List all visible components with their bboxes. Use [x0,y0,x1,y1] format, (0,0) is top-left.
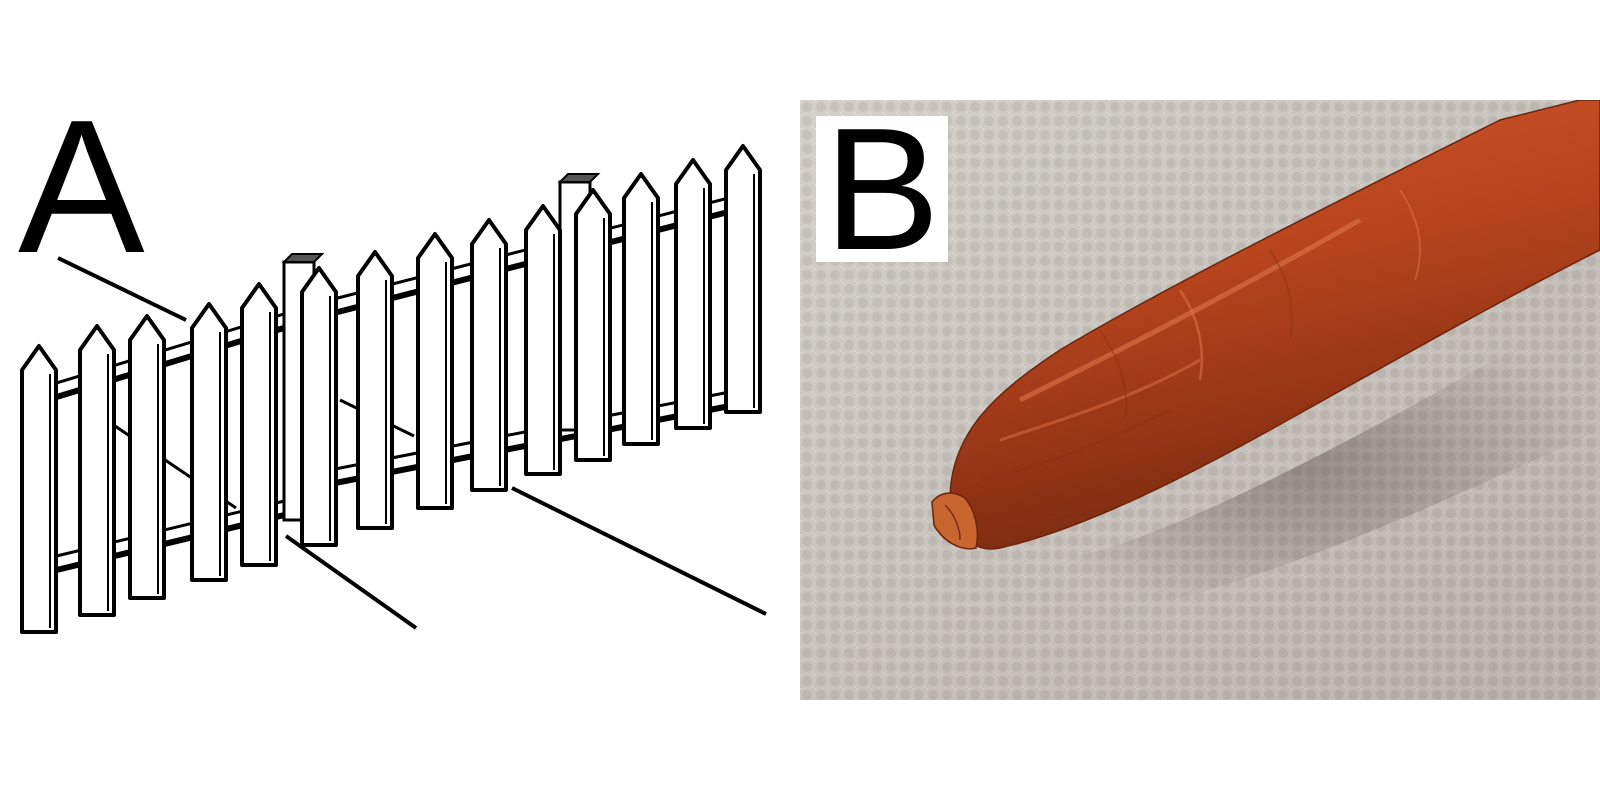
fence-picket [416,232,454,510]
fence-picket [470,218,508,492]
panel-a: A [0,0,790,800]
fence-picket [724,144,762,414]
panel-b-label: B [823,91,941,286]
fence-picket [574,188,612,462]
fence-picket [622,172,660,446]
fence-picket [524,204,562,476]
panel-b: B [800,100,1600,700]
fence-picket [674,158,712,430]
panel-b-label-box: B [816,102,948,276]
sausage-tip [931,492,979,550]
ground-line [57,256,187,322]
fence-picket [78,324,116,617]
fence-picket [20,344,58,634]
fence-picket [300,266,338,547]
sausage-shadow [990,300,1600,621]
fence-picket [240,282,278,567]
fence-picket [190,302,228,582]
ground-line [284,534,418,630]
fence-illustration [20,144,767,634]
fence-picket [128,314,166,600]
fence-picket [356,250,394,530]
ground-line [511,486,767,616]
panel-a-label: A [18,81,145,293]
